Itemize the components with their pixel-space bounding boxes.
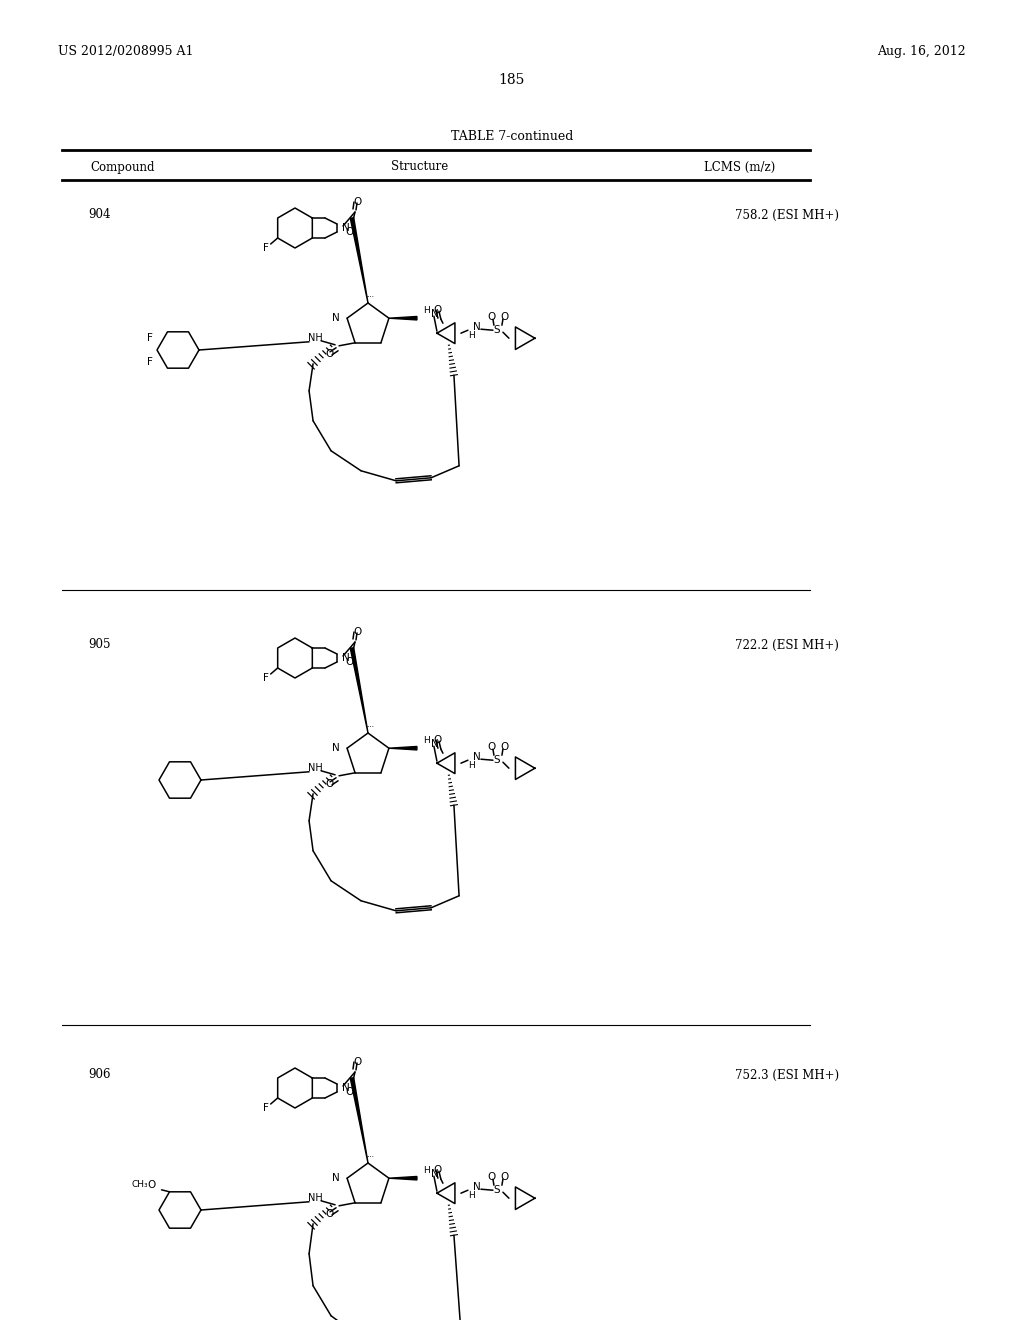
- Text: H: H: [424, 1166, 430, 1175]
- Text: N: N: [342, 223, 350, 234]
- Text: US 2012/0208995 A1: US 2012/0208995 A1: [58, 45, 194, 58]
- Text: O: O: [147, 1180, 156, 1189]
- Text: Structure: Structure: [391, 161, 449, 173]
- Text: O: O: [487, 1172, 496, 1183]
- Text: O: O: [354, 1057, 362, 1067]
- Text: O: O: [434, 1166, 442, 1175]
- Text: Aug. 16, 2012: Aug. 16, 2012: [878, 45, 966, 58]
- Text: O: O: [501, 1172, 509, 1183]
- Text: N: N: [431, 1170, 438, 1179]
- Text: ····: ····: [366, 1154, 375, 1160]
- Text: N: N: [473, 322, 480, 333]
- Text: N: N: [342, 1082, 350, 1093]
- Polygon shape: [350, 648, 368, 733]
- Text: N: N: [431, 309, 438, 319]
- Text: H: H: [424, 735, 430, 744]
- Text: LCMS (m/z): LCMS (m/z): [705, 161, 775, 173]
- Text: H: H: [469, 331, 475, 339]
- Text: O: O: [325, 348, 333, 359]
- Text: N: N: [473, 1183, 480, 1192]
- Text: O: O: [434, 305, 442, 315]
- Text: 905: 905: [88, 639, 111, 652]
- Polygon shape: [350, 1077, 368, 1163]
- Text: F: F: [147, 333, 153, 343]
- Text: F: F: [263, 673, 268, 682]
- Text: S: S: [494, 1185, 501, 1195]
- Text: N: N: [333, 743, 340, 754]
- Text: O: O: [354, 197, 362, 207]
- Text: NH: NH: [307, 763, 323, 772]
- Text: N: N: [342, 653, 350, 663]
- Text: NH: NH: [307, 1193, 323, 1203]
- Polygon shape: [389, 317, 417, 319]
- Text: Compound: Compound: [90, 161, 155, 173]
- Text: O: O: [501, 742, 509, 752]
- Text: N: N: [333, 1173, 340, 1183]
- Text: 906: 906: [88, 1068, 111, 1081]
- Polygon shape: [350, 218, 368, 304]
- Text: O: O: [501, 313, 509, 322]
- Text: O: O: [325, 1209, 333, 1218]
- Text: 758.2 (ESI MH+): 758.2 (ESI MH+): [735, 209, 839, 222]
- Polygon shape: [389, 746, 417, 750]
- Text: 185: 185: [499, 73, 525, 87]
- Text: F: F: [263, 1104, 268, 1113]
- Text: N: N: [473, 752, 480, 762]
- Text: O: O: [345, 657, 353, 667]
- Text: H: H: [469, 1191, 475, 1200]
- Text: ····: ····: [366, 723, 375, 730]
- Text: O: O: [487, 313, 496, 322]
- Text: N: N: [431, 739, 438, 750]
- Text: 722.2 (ESI MH+): 722.2 (ESI MH+): [735, 639, 839, 652]
- Text: O: O: [345, 227, 353, 238]
- Text: H: H: [424, 306, 430, 314]
- Text: NH: NH: [307, 333, 323, 343]
- Text: S: S: [494, 755, 501, 766]
- Text: F: F: [147, 356, 153, 367]
- Text: O: O: [354, 627, 362, 638]
- Text: O: O: [487, 742, 496, 752]
- Text: CH₃: CH₃: [131, 1180, 147, 1189]
- Text: TABLE 7-continued: TABLE 7-continued: [451, 129, 573, 143]
- Text: H: H: [469, 760, 475, 770]
- Text: F: F: [263, 243, 268, 253]
- Text: O: O: [325, 779, 333, 789]
- Text: S: S: [494, 325, 501, 335]
- Text: N: N: [333, 313, 340, 323]
- Text: O: O: [434, 735, 442, 746]
- Text: ····: ····: [366, 294, 375, 300]
- Text: 904: 904: [88, 209, 111, 222]
- Polygon shape: [389, 1176, 417, 1180]
- Text: 752.3 (ESI MH+): 752.3 (ESI MH+): [735, 1068, 839, 1081]
- Text: O: O: [345, 1086, 353, 1097]
